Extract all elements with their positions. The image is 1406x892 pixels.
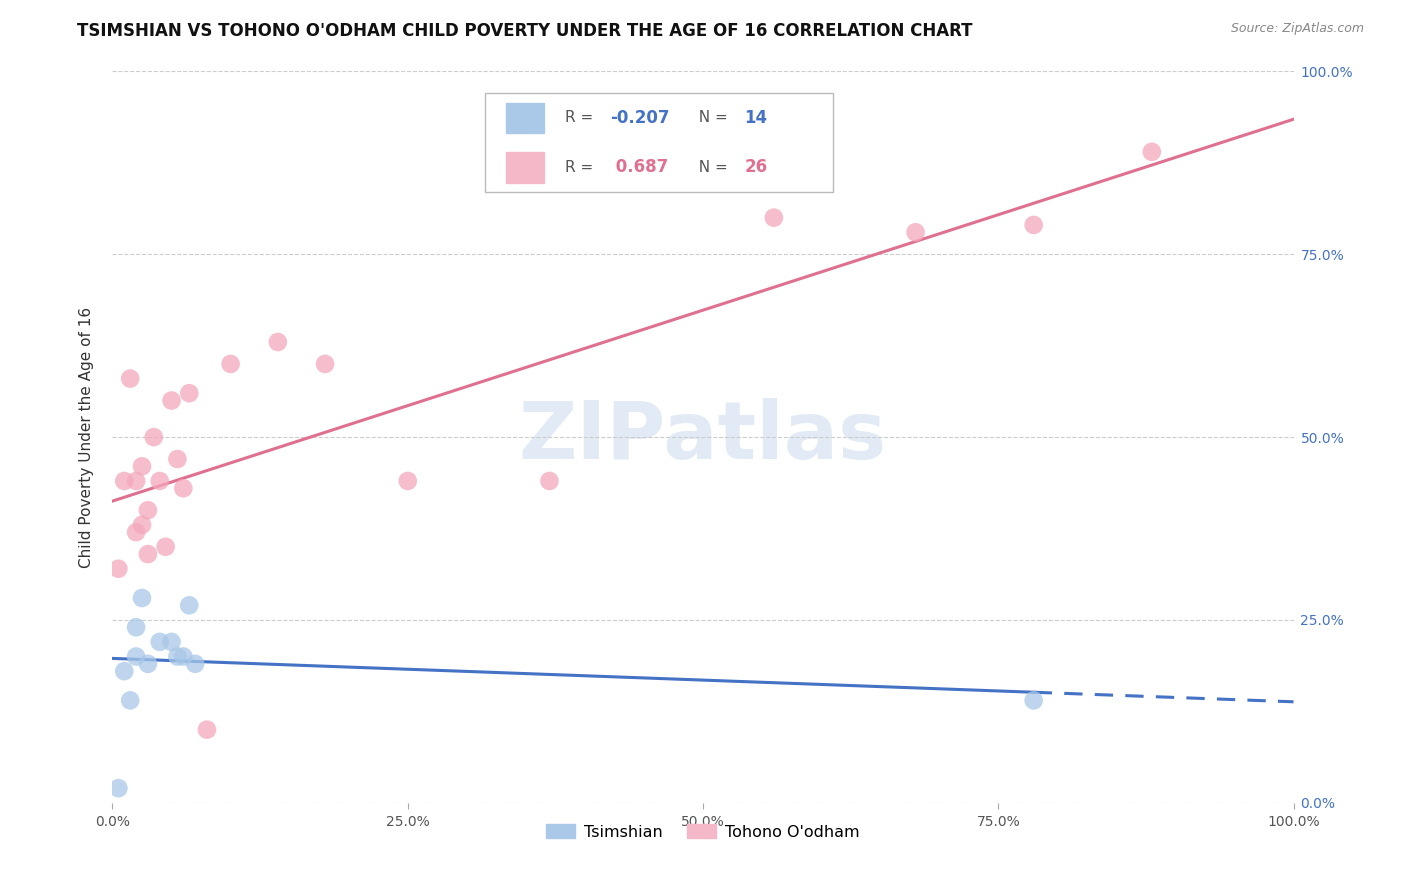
Point xyxy=(155,540,177,554)
Point xyxy=(160,635,183,649)
Text: TSIMSHIAN VS TOHONO O'ODHAM CHILD POVERTY UNDER THE AGE OF 16 CORRELATION CHART: TSIMSHIAN VS TOHONO O'ODHAM CHILD POVERT… xyxy=(77,22,973,40)
Point xyxy=(904,225,927,239)
Point xyxy=(538,474,561,488)
Text: 0.687: 0.687 xyxy=(610,159,668,177)
Point xyxy=(149,474,172,488)
Point xyxy=(396,474,419,488)
Point xyxy=(125,620,148,634)
Text: Source: ZipAtlas.com: Source: ZipAtlas.com xyxy=(1230,22,1364,36)
Bar xyxy=(506,103,544,133)
Point xyxy=(195,723,218,737)
Point xyxy=(142,430,165,444)
Point xyxy=(125,525,148,540)
Point xyxy=(166,452,188,467)
Point xyxy=(112,474,135,488)
Point xyxy=(136,547,159,561)
FancyBboxPatch shape xyxy=(485,94,832,192)
Text: N =: N = xyxy=(689,160,733,175)
Point xyxy=(149,635,172,649)
Point xyxy=(172,481,194,495)
Text: 26: 26 xyxy=(744,159,768,177)
Point xyxy=(131,591,153,605)
Text: R =: R = xyxy=(565,160,598,175)
Point xyxy=(125,474,148,488)
Point xyxy=(107,781,129,796)
Text: ZIPatlas: ZIPatlas xyxy=(519,398,887,476)
Point xyxy=(1140,145,1163,159)
Point xyxy=(1022,693,1045,707)
Point xyxy=(314,357,336,371)
Point xyxy=(120,693,142,707)
Bar xyxy=(506,152,544,183)
Point xyxy=(184,657,207,671)
Point xyxy=(179,599,201,613)
Point xyxy=(125,649,148,664)
Point xyxy=(120,371,142,385)
Point xyxy=(172,649,194,664)
Point xyxy=(112,664,135,678)
Text: 14: 14 xyxy=(744,109,768,127)
Y-axis label: Child Poverty Under the Age of 16: Child Poverty Under the Age of 16 xyxy=(79,307,94,567)
Text: N =: N = xyxy=(689,111,733,126)
Point xyxy=(136,503,159,517)
Point xyxy=(136,657,159,671)
Legend: Tsimshian, Tohono O'odham: Tsimshian, Tohono O'odham xyxy=(540,818,866,846)
Point xyxy=(219,357,242,371)
Point xyxy=(179,386,201,401)
Point xyxy=(762,211,785,225)
Text: R =: R = xyxy=(565,111,598,126)
Text: -0.207: -0.207 xyxy=(610,109,669,127)
Point xyxy=(166,649,188,664)
Point xyxy=(267,334,290,349)
Point xyxy=(107,562,129,576)
Point xyxy=(131,459,153,474)
Point xyxy=(160,393,183,408)
Point xyxy=(131,517,153,532)
Point xyxy=(1022,218,1045,232)
